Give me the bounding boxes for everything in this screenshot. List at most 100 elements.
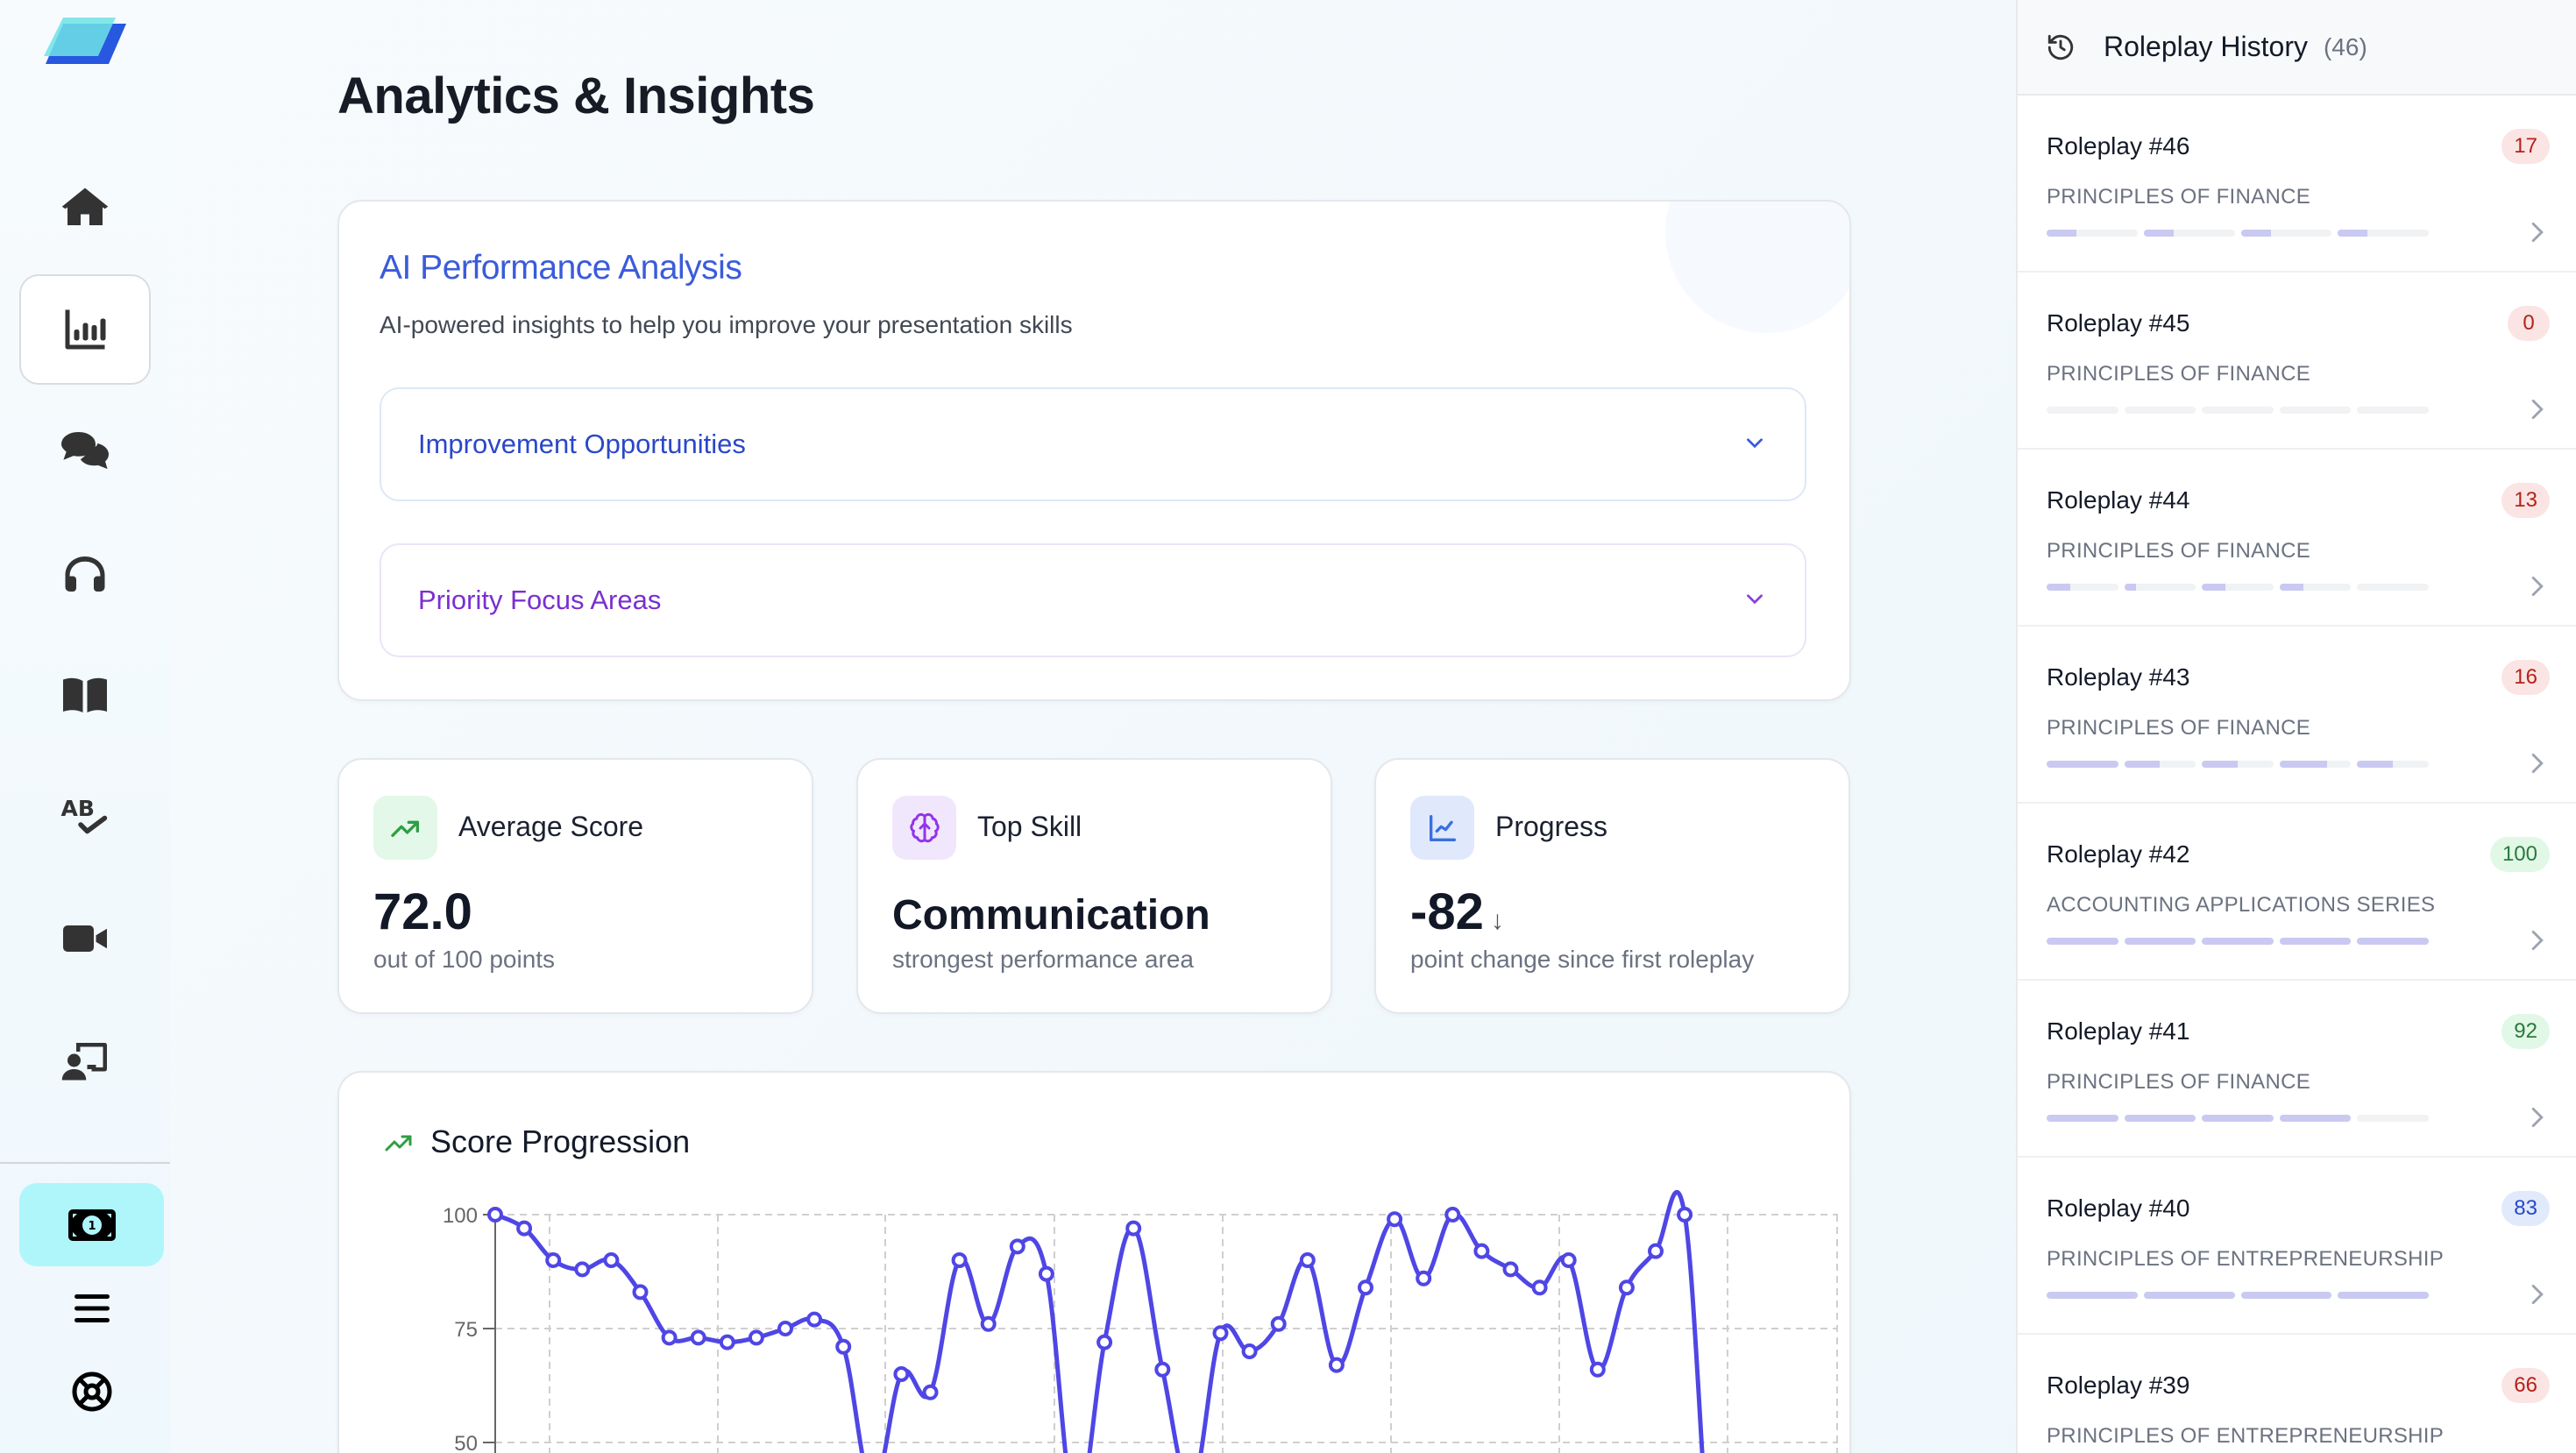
chevron-right-icon [2531, 1284, 2544, 1305]
page-title: Analytics & Insights [337, 67, 815, 124]
score-segment [2202, 584, 2274, 591]
history-item[interactable]: Roleplay #44 PRINCIPLES OF FINANCE 13 [2018, 450, 2576, 627]
score-segment [2047, 584, 2118, 591]
stat-label: Progress [1495, 811, 1608, 842]
sidebar: AB 1 [0, 0, 171, 1453]
money-bill-icon: 1 [67, 1208, 116, 1241]
decorative-blob [1665, 202, 1849, 333]
chevron-down-icon [1743, 587, 1766, 614]
history-item[interactable]: Roleplay #39 PRINCIPLES OF ENTREPRENEURS… [2018, 1335, 2576, 1453]
app-logo[interactable] [44, 16, 128, 67]
accordion-improvement-opportunities[interactable]: Improvement Opportunities [380, 387, 1806, 501]
sidebar-item-presentation[interactable] [19, 1005, 151, 1116]
score-segment [2047, 1292, 2138, 1299]
score-segment [2143, 230, 2235, 237]
stat-card-average-score: Average Score 72.0 out of 100 points [337, 758, 813, 1014]
score-segment [2279, 938, 2352, 945]
history-item[interactable]: Roleplay #41 PRINCIPLES OF FINANCE 92 [2018, 981, 2576, 1158]
stat-value: Communication [892, 892, 1210, 939]
history-item-category: PRINCIPLES OF ENTREPRENEURSHIP [2047, 1247, 2445, 1271]
sidebar-item-chat[interactable] [19, 396, 151, 507]
score-badge: 17 [2501, 129, 2550, 164]
history-item-category: PRINCIPLES OF FINANCE [2047, 539, 2311, 563]
history-item-name: Roleplay #39 [2047, 1371, 2190, 1399]
score-segment [2279, 1115, 2352, 1122]
history-item-name: Roleplay #42 [2047, 840, 2190, 868]
svg-text:1: 1 [88, 1220, 96, 1233]
stat-card-top-skill: Top Skill Communication strongest perfor… [856, 758, 1332, 1014]
score-segment [2202, 407, 2274, 414]
presenter-icon [61, 1043, 107, 1081]
score-segments [2047, 230, 2429, 237]
score-segments [2047, 584, 2429, 591]
score-segment [2357, 938, 2429, 945]
history-item-name: Roleplay #41 [2047, 1017, 2190, 1045]
sidebar-item-analytics[interactable] [19, 274, 151, 385]
chevron-right-icon [2531, 399, 2544, 420]
history-list[interactable]: Roleplay #46 PRINCIPLES OF FINANCE 17 Ro… [2018, 96, 2576, 1453]
score-segment [2357, 584, 2429, 591]
score-segment [2124, 761, 2196, 768]
score-segment [2279, 761, 2352, 768]
score-badge: 0 [2508, 306, 2550, 341]
score-segment [2202, 938, 2274, 945]
spellcheck-icon: AB [61, 796, 108, 834]
chevron-right-icon [2531, 1107, 2544, 1128]
sidebar-item-library[interactable] [19, 640, 151, 750]
svg-text:50: 50 [454, 1432, 478, 1453]
lifebuoy-icon [72, 1371, 112, 1412]
score-segments [2047, 1115, 2429, 1122]
headphones-icon [65, 556, 105, 592]
progress-value: -82 [1410, 883, 1484, 940]
score-segment [2279, 407, 2352, 414]
stat-caption: strongest performance area [892, 946, 1194, 973]
score-segments [2047, 407, 2429, 414]
score-segment [2047, 761, 2118, 768]
score-segment [2047, 407, 2118, 414]
score-segment [2124, 584, 2196, 591]
score-segment [2357, 761, 2429, 768]
score-segments [2047, 1292, 2429, 1299]
score-badge: 66 [2501, 1368, 2550, 1403]
chat-bubbles-icon [60, 431, 110, 470]
history-item-name: Roleplay #44 [2047, 486, 2190, 514]
trending-up-icon [385, 1135, 412, 1152]
history-item[interactable]: Roleplay #42 ACCOUNTING APPLICATIONS SER… [2018, 804, 2576, 981]
history-item-category: PRINCIPLES OF FINANCE [2047, 1070, 2311, 1094]
stat-label: Average Score [458, 811, 644, 842]
stat-card-progress: Progress -82 ↓ point change since first r… [1374, 758, 1850, 1014]
accordion-priority-focus-areas[interactable]: Priority Focus Areas [380, 543, 1806, 657]
score-segment [2202, 761, 2274, 768]
bar-chart-icon [65, 309, 106, 350]
arrow-down-icon: ↓ [1490, 906, 1504, 935]
sidebar-item-billing[interactable]: 1 [19, 1183, 164, 1266]
sidebar-item-video[interactable] [19, 883, 151, 994]
sidebar-item-home[interactable] [19, 152, 151, 263]
menu-button[interactable] [53, 1278, 131, 1339]
history-item[interactable]: Roleplay #46 PRINCIPLES OF FINANCE 17 [2018, 96, 2576, 273]
svg-text:100: 100 [443, 1204, 478, 1228]
history-item[interactable]: Roleplay #43 PRINCIPLES OF FINANCE 16 [2018, 627, 2576, 804]
history-count: (46) [2323, 32, 2367, 60]
ai-analysis-card: AI Performance Analysis AI-powered insig… [337, 200, 1851, 701]
score-segment [2338, 1292, 2429, 1299]
score-line-chart[interactable]: 100 75 50 [339, 1073, 1851, 1453]
history-item-category: ACCOUNTING APPLICATIONS SERIES [2047, 893, 2436, 917]
stat-value: -82 ↓ [1410, 882, 1504, 941]
history-item-category: PRINCIPLES OF FINANCE [2047, 716, 2311, 740]
chevron-right-icon [2531, 753, 2544, 774]
score-segment [2143, 1292, 2235, 1299]
sidebar-item-spelling[interactable]: AB [19, 761, 151, 871]
history-item-category: PRINCIPLES OF FINANCE [2047, 362, 2311, 386]
sidebar-item-audio[interactable] [19, 519, 151, 629]
score-progression-card: Score Progression 100 75 50 [337, 1071, 1851, 1453]
history-item[interactable]: Roleplay #45 PRINCIPLES OF FINANCE 0 [2018, 273, 2576, 450]
score-segment [2124, 407, 2196, 414]
history-item[interactable]: Roleplay #40 PRINCIPLES OF ENTREPRENEURS… [2018, 1158, 2576, 1335]
score-segment [2202, 1115, 2274, 1122]
line-chart-icon [1410, 796, 1474, 860]
score-badge: 92 [2501, 1014, 2550, 1049]
ai-analysis-subtitle: AI-powered insights to help you improve … [380, 311, 1073, 338]
chart-title: Score Progression [383, 1123, 690, 1160]
help-button[interactable] [53, 1361, 131, 1422]
